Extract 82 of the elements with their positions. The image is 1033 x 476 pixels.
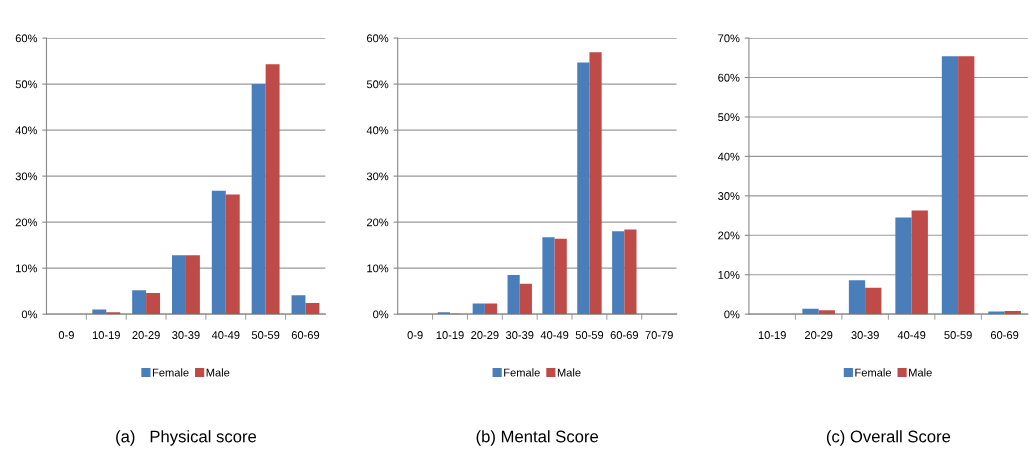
bar: [211, 190, 226, 315]
y-tick-label: 60%: [718, 73, 740, 82]
x-tick-label: 20-29: [471, 331, 499, 339]
y-tick-label: 30%: [718, 192, 740, 200]
legend-label: Female: [855, 368, 892, 377]
y-tick-label: 0%: [21, 310, 38, 319]
y-tick-label: 40%: [366, 126, 389, 135]
y-tick-label: 20%: [15, 218, 38, 227]
y-tick-label: 30%: [366, 172, 389, 181]
bar: [612, 231, 625, 315]
x-tick-label: 30-39: [505, 331, 534, 339]
bar: [865, 287, 882, 315]
x-tick-label: 0-9: [407, 331, 423, 339]
y-tick-label: 0%: [373, 310, 389, 319]
bar: [265, 64, 280, 315]
x-tick-label: 60-69: [990, 331, 1019, 339]
bar: [589, 52, 602, 315]
legend-label: Female: [152, 368, 189, 377]
bar: [941, 56, 959, 315]
y-tick-label: 20%: [718, 231, 740, 240]
text: (a) Physical score: [116, 430, 257, 446]
y-tick-label: 60%: [367, 34, 389, 43]
bar: [305, 303, 320, 315]
bar: [1004, 311, 1021, 315]
bar: [554, 238, 567, 315]
bar: [225, 194, 240, 315]
legend-label: Male: [909, 368, 932, 377]
x-tick-label: 20-29: [805, 331, 833, 339]
x-tick-label: 40-49: [897, 331, 926, 339]
bar: [185, 255, 200, 315]
x-tick-label: 30-39: [851, 331, 879, 339]
bar: [624, 229, 637, 315]
text: (b) Mental Score: [476, 430, 599, 446]
x-tick-label: 20-29: [132, 331, 160, 339]
x-tick-label: 10-19: [436, 331, 464, 339]
x-tick-label: 60-69: [291, 331, 320, 339]
legend-label: Female: [504, 368, 540, 377]
bar: [895, 217, 912, 315]
x-tick-label: 60-69: [610, 331, 638, 339]
y-tick-label: 10%: [16, 264, 38, 273]
text: (c) Overall Score: [826, 430, 951, 446]
y-tick-label: 40%: [717, 152, 740, 161]
bar: [577, 62, 590, 315]
bar: [988, 311, 1005, 315]
y-tick-label: 20%: [367, 218, 389, 227]
y-tick-label: 70%: [718, 34, 740, 43]
x-tick-label: 50-59: [251, 331, 280, 339]
bar: [132, 290, 147, 315]
bar: [542, 237, 555, 315]
y-tick-label: 10%: [718, 270, 740, 279]
bar: [519, 283, 532, 315]
bar: [472, 303, 485, 315]
y-tick-label: 30%: [15, 172, 38, 181]
x-tick-label: 50-59: [575, 331, 604, 339]
bar: [958, 56, 975, 315]
y-tick-label: 0%: [724, 310, 740, 319]
bar: [146, 292, 161, 315]
bar: [171, 255, 186, 315]
y-tick-label: 50%: [15, 80, 38, 89]
x-tick-label: 30-39: [172, 331, 200, 339]
x-tick-label: 70-79: [645, 331, 673, 339]
x-tick-label: 0-9: [58, 331, 74, 339]
bar: [802, 308, 819, 315]
y-tick-label: 10%: [367, 264, 389, 273]
bar: [818, 310, 835, 315]
x-tick-label: 40-49: [211, 331, 240, 339]
legend-label: Male: [557, 368, 581, 377]
bar: [291, 295, 306, 315]
x-tick-label: 10-19: [92, 331, 120, 339]
y-tick-label: 50%: [718, 113, 740, 122]
bar: [911, 210, 928, 315]
x-tick-label: 10-19: [758, 331, 786, 339]
x-tick-label: 40-49: [540, 331, 569, 339]
bar: [848, 280, 866, 315]
x-tick-label: 50-59: [944, 331, 972, 339]
y-tick-label: 50%: [366, 80, 389, 89]
bar: [507, 275, 520, 315]
bar: [484, 303, 498, 315]
y-tick-label: 40%: [15, 126, 38, 135]
bar: [251, 84, 266, 315]
legend-label: Male: [206, 368, 230, 377]
y-tick-label: 60%: [15, 34, 38, 43]
